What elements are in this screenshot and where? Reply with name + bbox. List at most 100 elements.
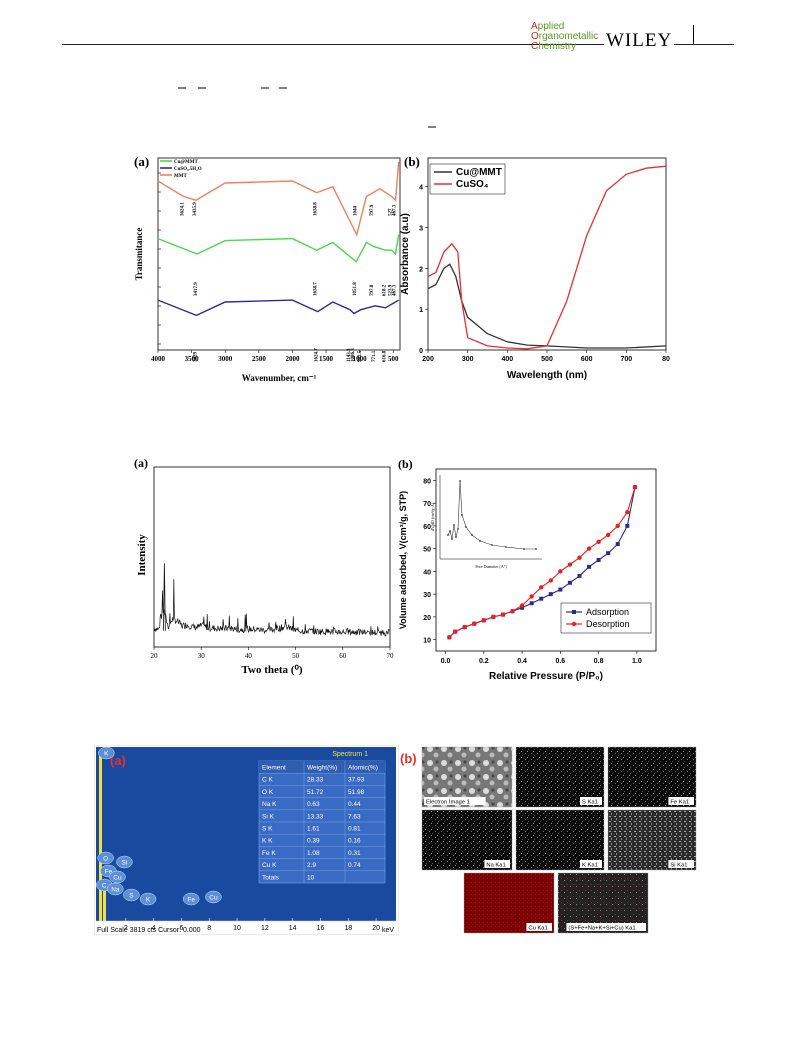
uvvis-ytick: 0 bbox=[419, 348, 423, 355]
desorption-point bbox=[558, 569, 563, 574]
journal-line3: hemistry bbox=[538, 41, 577, 52]
uvvis-legend-entry: CuSO₄ bbox=[456, 179, 489, 190]
table-cell: 51.72 bbox=[307, 789, 324, 796]
desorption-point bbox=[539, 585, 544, 590]
panel-label-1b: (b) bbox=[404, 154, 420, 169]
table-cell: 13.33 bbox=[307, 813, 324, 820]
ftir-xtick: 3000 bbox=[218, 355, 233, 363]
desorption-point bbox=[447, 635, 452, 640]
table-cell: 2.9 bbox=[307, 862, 316, 869]
ftir-legend-entry: CuSO₄.5H₂O bbox=[174, 167, 202, 172]
uvvis-ytick: 3 bbox=[419, 225, 423, 232]
desorption-point bbox=[567, 562, 573, 567]
element-map-label: Fe Ka1 bbox=[670, 800, 689, 806]
bet-ytick: 80 bbox=[423, 478, 431, 485]
bet-xtick: 0.0 bbox=[441, 658, 451, 665]
spectrum-label: Spectrum 1 bbox=[332, 751, 368, 758]
ftir-xtick: 1000 bbox=[353, 355, 368, 363]
table-cell: 0.74 bbox=[348, 862, 361, 869]
uvvis-ytick: 2 bbox=[419, 266, 423, 273]
element-map-label: K Ka1 bbox=[582, 863, 598, 869]
edx-peak-label: Si bbox=[122, 860, 128, 867]
edx-peak-bubble bbox=[107, 882, 124, 896]
pore-inset: Pore Diameter (A°) dV/dD (cm³/g·Å) bbox=[430, 475, 542, 569]
table-cell: 7.63 bbox=[348, 813, 361, 820]
bet-xtick: 0.8 bbox=[594, 658, 604, 665]
adsorption-point bbox=[625, 523, 630, 528]
ftir-xtick: 2000 bbox=[285, 355, 300, 363]
ftir-series-line bbox=[157, 161, 400, 237]
xrd-xtick: 50 bbox=[292, 652, 300, 660]
xrd-xtick: 70 bbox=[387, 652, 395, 660]
ftir-ylabel: Transmitance bbox=[134, 228, 144, 281]
ftir-peak-label: 527 bbox=[388, 208, 393, 216]
edx-xtick: 8 bbox=[207, 925, 211, 932]
adsorption-point bbox=[606, 551, 611, 556]
edx-xtick: 12 bbox=[261, 925, 269, 932]
table-cell: 51.98 bbox=[348, 789, 365, 796]
ftir-legend-entry: MMT bbox=[174, 174, 187, 179]
desorption-point bbox=[632, 485, 638, 490]
xrd-ylabel: Intensity bbox=[136, 534, 148, 576]
desorption-point bbox=[596, 539, 601, 544]
xrd-main-peak bbox=[163, 563, 166, 631]
ftir-xlabel: Wavenumber, cm⁻¹ bbox=[242, 373, 317, 383]
ftir-legend-entry: Cu@MMT bbox=[174, 160, 198, 165]
bet-ytick: 50 bbox=[423, 547, 431, 554]
panel-label-3b: (b) bbox=[400, 751, 417, 766]
edx-peak-bubble bbox=[139, 892, 157, 906]
table-cell: Totals bbox=[262, 874, 280, 881]
ftir-chart: (a) Cu@MMT CuSO₄.5H₂O MMT 3624.1 3435.9 1638… bbox=[134, 154, 401, 383]
edx-peak-label: O bbox=[103, 856, 108, 863]
desorption-point bbox=[510, 608, 515, 614]
uvvis-xtick: 600 bbox=[581, 356, 593, 363]
element-map-label: S Ka1 bbox=[582, 800, 598, 806]
panel-label-3a: (a) bbox=[110, 753, 126, 768]
uvvis-ytick: 4 bbox=[419, 185, 423, 192]
adsorption-point bbox=[520, 605, 525, 610]
edx-peak-bubble bbox=[97, 851, 114, 865]
xrd-xlabel: Two theta (⁰) bbox=[241, 664, 302, 676]
bet-ytick: 60 bbox=[423, 524, 431, 531]
bet-xtick: 0.2 bbox=[479, 658, 489, 665]
bet-legend-entry: Desorption bbox=[586, 619, 630, 629]
ftir-peak-label: 1086.3 bbox=[351, 348, 356, 362]
ftir-peak-label: 1051.8 bbox=[353, 282, 358, 296]
table-cell: Na K bbox=[262, 801, 277, 808]
adsorption-point bbox=[577, 573, 582, 578]
header-tick bbox=[693, 25, 694, 44]
bet-ytick: 70 bbox=[423, 501, 431, 508]
uvvis-xtick: 80 bbox=[662, 356, 670, 363]
edx-xtick: 2 bbox=[124, 925, 128, 932]
table-cell: K K bbox=[262, 838, 273, 845]
ftir-xtick: 500 bbox=[388, 355, 399, 363]
ftir-xtick: 1500 bbox=[319, 355, 334, 363]
bet-xtick: 1.0 bbox=[632, 658, 642, 665]
edx-footer: Full Scale 3819 cts Cursor: 0.000 bbox=[97, 927, 201, 934]
uvvis-legend-entry: Cu@MMT bbox=[456, 167, 502, 178]
bet-legend-entry: Adsorption bbox=[586, 607, 629, 617]
ftir-peak-label: 616.8 bbox=[382, 350, 387, 362]
desorption-point bbox=[500, 612, 506, 617]
table-cell: O K bbox=[262, 789, 274, 796]
panel-label-1a: (a) bbox=[134, 154, 149, 169]
inset-xlabel: Pore Diameter (A°) bbox=[475, 564, 507, 569]
bet-chart: (b) Pore Diameter (A°) dV/dD (cm³/g·Å) 0.… bbox=[398, 457, 657, 682]
adsorption-point bbox=[539, 596, 544, 601]
ftir-peak-label: 1044 bbox=[354, 206, 359, 217]
edx-xtick: 6 bbox=[179, 925, 183, 932]
edx-peak-label: Fe bbox=[105, 869, 113, 876]
bet-xtick: 0.4 bbox=[517, 658, 527, 665]
uvvis-ytick: 1 bbox=[419, 307, 423, 314]
table-cell: Fe K bbox=[262, 850, 276, 857]
ftir-peak-label: 982.5 bbox=[358, 350, 363, 362]
edx-peak-bubble bbox=[123, 888, 140, 902]
edx-peak-label: Cu bbox=[113, 875, 122, 882]
composition-table: Element Weight(%) Atomic(%) C K 28.33 37.93 O … bbox=[258, 760, 386, 884]
table-cell: 10 bbox=[307, 874, 315, 881]
adsorption-point bbox=[529, 601, 534, 606]
edx-peak-label: Cu bbox=[209, 895, 218, 902]
